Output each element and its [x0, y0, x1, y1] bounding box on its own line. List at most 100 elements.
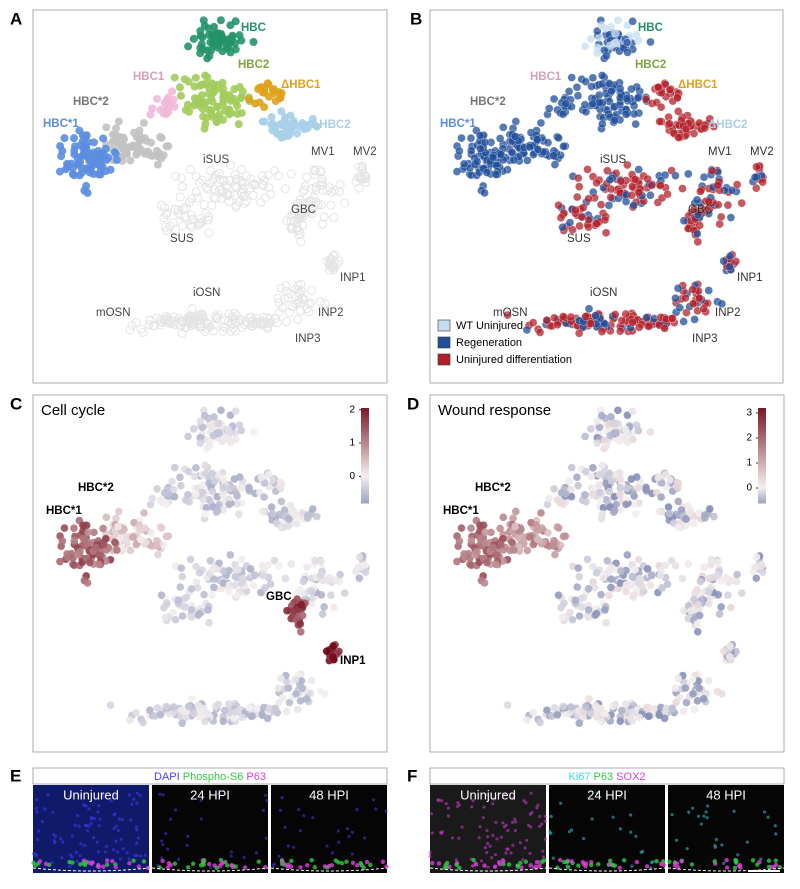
cell-point — [616, 84, 625, 93]
cell-point — [261, 584, 269, 592]
panel-letter: B — [410, 9, 422, 28]
cell-point — [219, 490, 227, 499]
cell-point — [293, 519, 301, 528]
cell-point — [132, 540, 141, 549]
cell-point — [647, 181, 656, 190]
cell-point — [642, 485, 650, 494]
cell-point — [85, 168, 94, 177]
cell-point — [249, 37, 258, 46]
cell-point — [136, 135, 145, 144]
nucleus — [127, 857, 131, 861]
cell-point — [489, 543, 497, 551]
basal-cell — [576, 863, 581, 868]
cell-point — [694, 677, 703, 685]
cell-point — [286, 224, 296, 234]
cell-point — [210, 575, 218, 583]
cell-point — [220, 567, 228, 576]
nucleus — [485, 850, 489, 855]
cell-point — [194, 701, 203, 710]
cell-point — [156, 200, 166, 210]
cell-point — [268, 509, 277, 518]
cell-point — [318, 610, 327, 618]
cell-point — [567, 463, 576, 472]
cell-point — [550, 704, 559, 712]
cell-point — [571, 206, 580, 215]
cell-point — [264, 314, 274, 324]
cell-point — [190, 82, 199, 91]
cell-point — [231, 407, 240, 416]
cell-point — [278, 303, 288, 313]
stain-name: P63 — [590, 771, 613, 783]
colorbar-step — [758, 474, 766, 478]
panel: Cell cycle 0 1 2 HBC*2 HBC*1 GBC INP1 — [32, 394, 388, 753]
cell-point — [322, 256, 332, 266]
cluster-label: mOSN — [493, 307, 528, 319]
stain-legend: DAPI Phospho-S6 P63 — [154, 771, 266, 783]
cell-point — [310, 166, 320, 176]
cell-point — [319, 212, 329, 222]
cell-point — [226, 38, 235, 47]
cell-point — [298, 187, 308, 197]
cell-point — [584, 584, 593, 593]
cell-point — [717, 212, 726, 222]
cell-point — [189, 34, 198, 43]
cell-point — [187, 606, 196, 614]
cluster-label: HBC*1 — [46, 505, 82, 517]
cell-point — [525, 533, 534, 541]
cell-point — [260, 479, 269, 487]
cell-point — [660, 714, 669, 723]
nucleus — [350, 852, 354, 856]
nucleus — [278, 808, 283, 812]
cell-point — [654, 473, 663, 481]
nucleus — [732, 809, 736, 813]
cell-point — [201, 717, 209, 726]
basal-cell — [506, 862, 512, 867]
cell-point — [627, 475, 636, 483]
nucleus — [70, 834, 75, 838]
cell-point — [616, 579, 625, 587]
cell-point — [480, 188, 489, 198]
cell-point — [308, 114, 317, 123]
cell-point — [295, 229, 305, 239]
panel-title: Wound response — [438, 402, 551, 419]
basal-cell — [679, 859, 684, 864]
cell-point — [592, 569, 601, 577]
cell-point — [94, 170, 103, 179]
cell-point — [176, 173, 186, 183]
cell-point — [558, 110, 568, 119]
cell-point — [201, 71, 210, 80]
cell-point — [181, 203, 191, 213]
cell-point — [549, 94, 559, 104]
nucleus — [363, 836, 367, 840]
basal-cell — [596, 861, 601, 867]
cell-point — [758, 177, 767, 187]
cell-point — [219, 483, 227, 492]
cell-point — [567, 703, 575, 711]
nucleus — [347, 834, 351, 839]
cell-point — [257, 180, 267, 190]
nucleus — [493, 853, 498, 857]
cell-point — [280, 184, 290, 194]
nucleus — [112, 826, 116, 831]
basal-cell — [113, 865, 119, 870]
basal-cell — [737, 864, 742, 869]
cell-point — [604, 201, 614, 210]
nucleus — [97, 804, 101, 808]
colorbar-step — [361, 434, 369, 437]
cell-point — [100, 540, 108, 549]
cell-point — [178, 719, 186, 728]
colorbar-step — [758, 465, 766, 468]
cell-point — [194, 219, 204, 229]
cell-point — [612, 428, 621, 437]
condition-label: 48 HPI — [706, 787, 746, 802]
cell-point — [203, 215, 213, 225]
nucleus — [486, 835, 490, 839]
cell-point — [291, 675, 300, 684]
cell-point — [264, 561, 272, 569]
cell-point — [232, 591, 241, 600]
nucleus — [79, 842, 83, 846]
cell-point — [114, 132, 123, 141]
basal-cell — [172, 861, 178, 866]
cell-point — [231, 572, 240, 581]
cell-point — [318, 219, 328, 229]
